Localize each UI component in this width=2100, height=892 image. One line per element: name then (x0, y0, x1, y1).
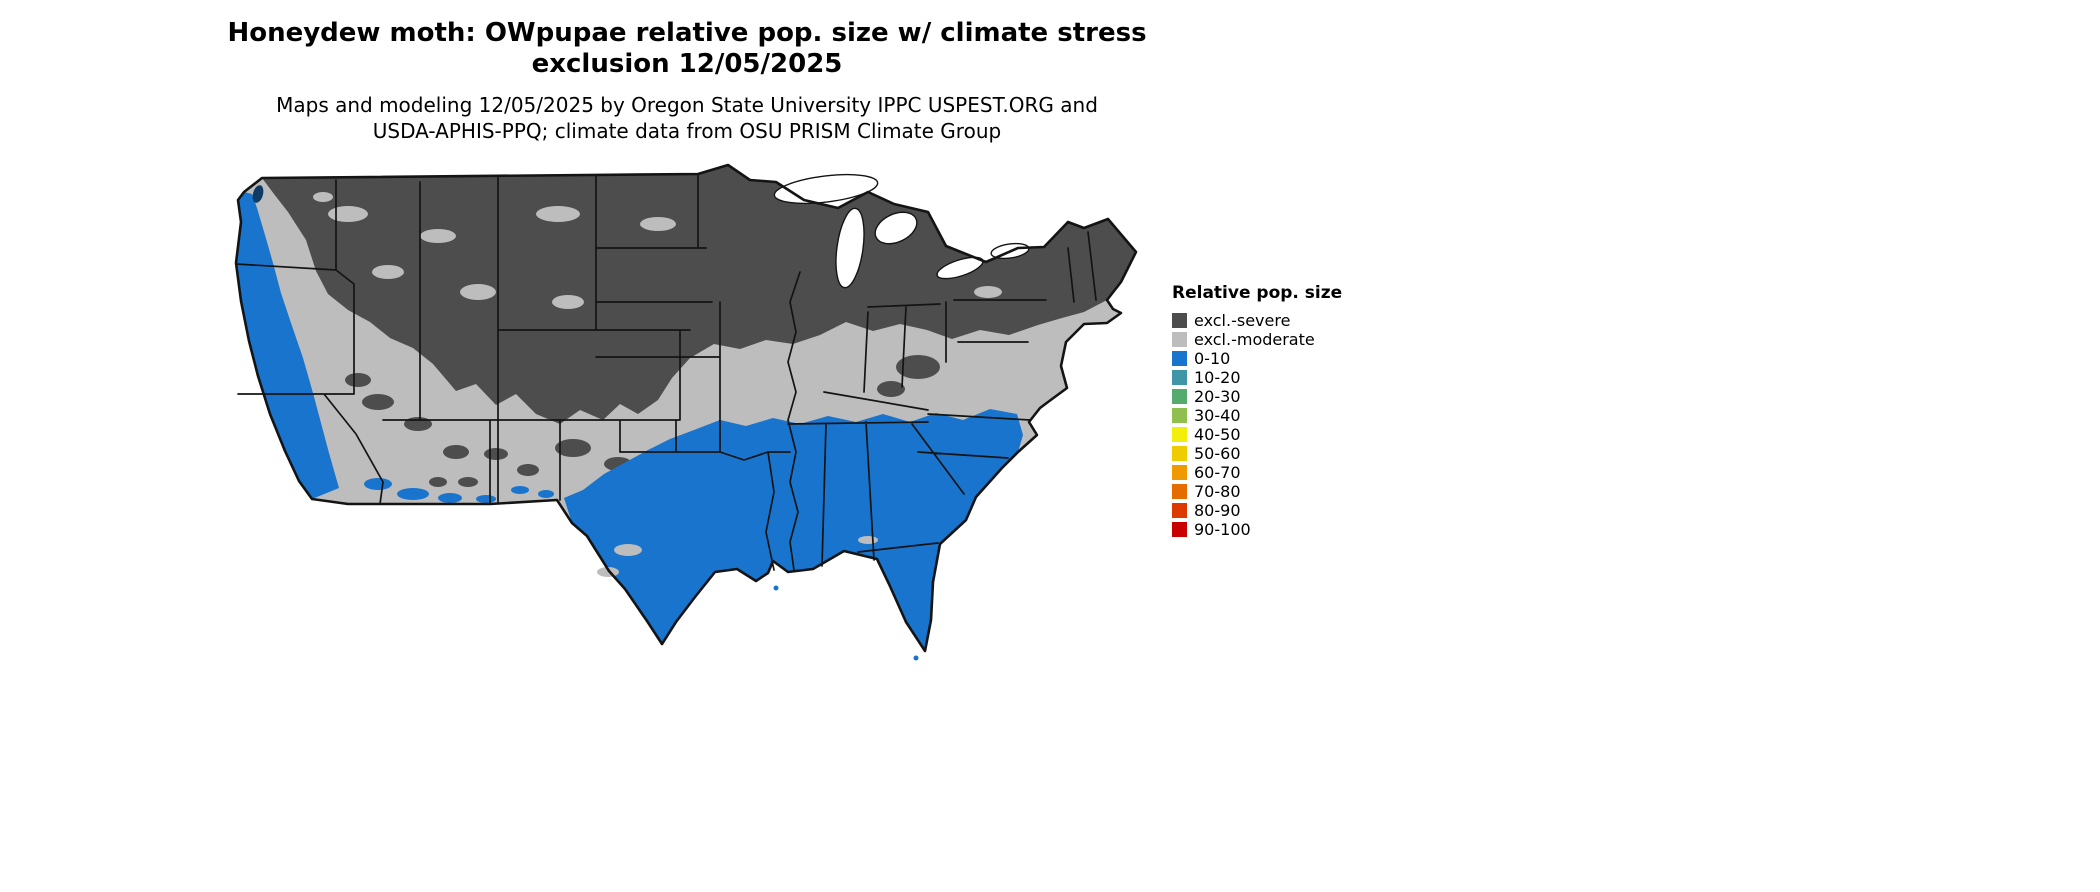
legend-item: 60-70 (1172, 463, 1392, 482)
pop-0-10-southwest-patches (364, 478, 919, 661)
legend-swatch-80-90 (1172, 503, 1187, 518)
legend-label: 80-90 (1194, 501, 1241, 520)
legend-swatch-excl-severe (1172, 313, 1187, 328)
legend-swatch-20-30 (1172, 389, 1187, 404)
legend-item: 30-40 (1172, 406, 1392, 425)
page-subtitle: Maps and modeling 12/05/2025 by Oregon S… (0, 92, 1374, 144)
legend-label: 30-40 (1194, 406, 1241, 425)
lake-huron (874, 211, 918, 245)
legend-swatch-50-60 (1172, 446, 1187, 461)
moderate-mottle-patches (313, 192, 1002, 309)
legend-label: 40-50 (1194, 425, 1241, 444)
legend-item: 90-100 (1172, 520, 1392, 539)
legend-item: 0-10 (1172, 349, 1392, 368)
subtitle-line-2: USDA-APHIS-PPQ; climate data from OSU PR… (372, 119, 1002, 143)
legend-label: excl.-moderate (1194, 330, 1315, 349)
lake-michigan (835, 207, 865, 289)
legend: Relative pop. size excl.-severe excl.-mo… (1172, 283, 1392, 539)
legend-swatch-30-40 (1172, 408, 1187, 423)
legend-swatch-excl-moderate (1172, 332, 1187, 347)
legend-label: 20-30 (1194, 387, 1241, 406)
legend-swatch-40-50 (1172, 427, 1187, 442)
legend-swatch-0-10 (1172, 351, 1187, 366)
title-line-2: exclusion 12/05/2025 (531, 49, 843, 79)
legend-label: 50-60 (1194, 444, 1241, 463)
us-map (228, 152, 1143, 667)
legend-item: 50-60 (1172, 444, 1392, 463)
legend-item: 10-20 (1172, 368, 1392, 387)
legend-label: excl.-severe (1194, 311, 1291, 330)
legend-item: 70-80 (1172, 482, 1392, 501)
legend-item: 80-90 (1172, 501, 1392, 520)
state-borders (235, 173, 1097, 571)
legend-swatch-60-70 (1172, 465, 1187, 480)
pop-0-10-west-coast-region (236, 192, 339, 499)
legend-label: 60-70 (1194, 463, 1241, 482)
severe-exclusion-region (262, 165, 1136, 424)
legend-item: excl.-severe (1172, 311, 1392, 330)
subtitle-line-1: Maps and modeling 12/05/2025 by Oregon S… (276, 93, 1098, 117)
page-title: Honeydew moth: OWpupae relative pop. siz… (0, 18, 1374, 80)
legend-label: 10-20 (1194, 368, 1241, 387)
puget-sound (252, 185, 264, 203)
us-outline (234, 163, 1138, 653)
legend-swatch-10-20 (1172, 370, 1187, 385)
title-line-1: Honeydew moth: OWpupae relative pop. siz… (227, 18, 1147, 48)
legend-label: 90-100 (1194, 520, 1251, 539)
legend-swatch-70-80 (1172, 484, 1187, 499)
legend-swatch-90-100 (1172, 522, 1187, 537)
us-map-svg (234, 163, 1138, 661)
legend-item: 40-50 (1172, 425, 1392, 444)
legend-label: 70-80 (1194, 482, 1241, 501)
legend-item: 20-30 (1172, 387, 1392, 406)
legend-label: 0-10 (1194, 349, 1231, 368)
legend-item: excl.-moderate (1172, 330, 1392, 349)
legend-title: Relative pop. size (1172, 283, 1343, 303)
